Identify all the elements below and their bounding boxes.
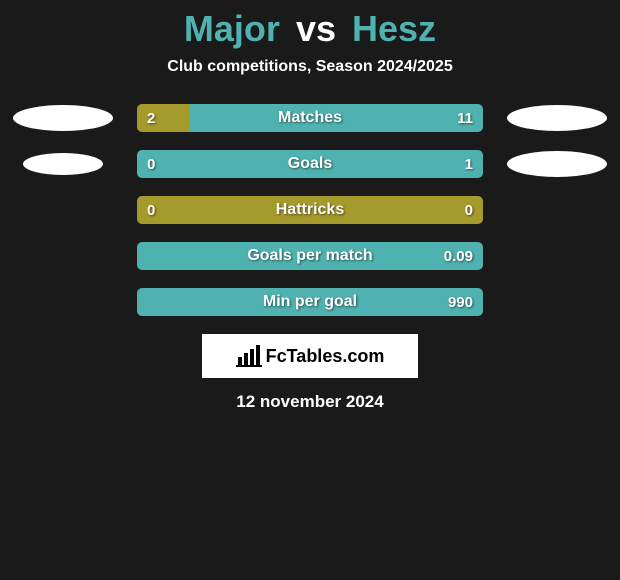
title-vs: vs [296, 8, 336, 49]
subtitle: Club competitions, Season 2024/2025 [0, 58, 620, 76]
stat-row: 211Matches [0, 104, 620, 132]
player2-badge [507, 105, 607, 131]
stats-container: 211Matches 01Goals 00Hattricks 0.09Goals pe… [0, 104, 620, 316]
page-title: Major vs Hesz [0, 0, 620, 58]
stat-label: Goals [137, 150, 483, 178]
left-badge-slot [13, 105, 113, 131]
chart-icon [236, 345, 262, 367]
player1-badge [23, 153, 103, 175]
stat-label: Hattricks [137, 196, 483, 224]
title-player2: Hesz [352, 8, 436, 49]
player1-badge [13, 105, 113, 131]
right-badge-slot [507, 151, 607, 177]
left-badge-slot [13, 153, 113, 175]
site-logo-text: FcTables.com [266, 346, 385, 367]
stat-label: Matches [137, 104, 483, 132]
player2-badge [507, 151, 607, 177]
stat-label: Min per goal [137, 288, 483, 316]
stat-bar: 00Hattricks [137, 196, 483, 224]
stat-row: 01Goals [0, 150, 620, 178]
stat-row: 990Min per goal [0, 288, 620, 316]
date: 12 november 2024 [0, 392, 620, 412]
stat-bar: 01Goals [137, 150, 483, 178]
right-badge-slot [507, 105, 607, 131]
stat-row: 00Hattricks [0, 196, 620, 224]
title-player1: Major [184, 8, 280, 49]
stat-row: 0.09Goals per match [0, 242, 620, 270]
stat-label: Goals per match [137, 242, 483, 270]
stat-bar: 0.09Goals per match [137, 242, 483, 270]
site-logo[interactable]: FcTables.com [202, 334, 418, 378]
stat-bar: 211Matches [137, 104, 483, 132]
stat-bar: 990Min per goal [137, 288, 483, 316]
